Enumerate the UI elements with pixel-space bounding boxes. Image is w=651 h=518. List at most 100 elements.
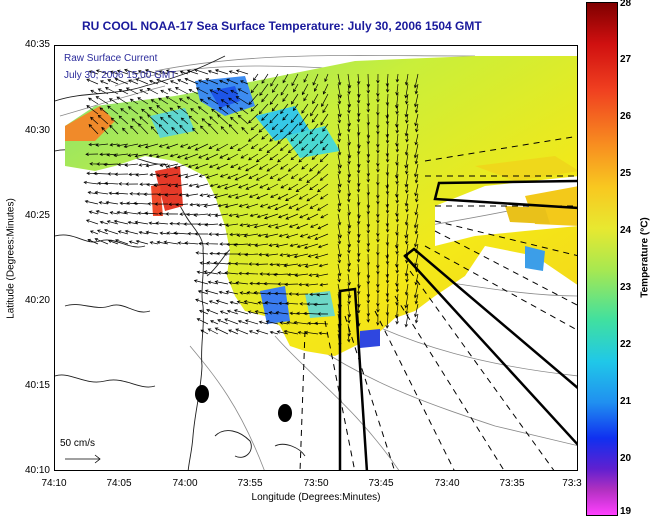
current-arrow bbox=[229, 143, 239, 149]
current-arrow bbox=[165, 96, 179, 105]
current-arrow bbox=[347, 113, 352, 127]
current-arrow bbox=[257, 301, 269, 305]
current-arrow bbox=[143, 192, 159, 197]
current-arrow bbox=[385, 133, 390, 144]
current-arrow bbox=[156, 78, 169, 85]
current-arrow bbox=[214, 280, 229, 285]
current-arrow bbox=[86, 171, 99, 176]
current-arrow bbox=[395, 143, 400, 153]
current-arrow bbox=[347, 313, 351, 324]
current-arrow bbox=[306, 173, 319, 184]
current-arrow bbox=[271, 83, 279, 93]
current-arrow bbox=[357, 263, 361, 276]
current-arrow bbox=[168, 202, 179, 207]
current-arrow bbox=[216, 183, 229, 189]
current-arrow bbox=[216, 163, 229, 170]
current-arrow bbox=[158, 70, 169, 75]
current-arrow bbox=[141, 108, 149, 115]
current-arrow bbox=[279, 143, 289, 151]
current-arrow bbox=[309, 163, 319, 172]
y-tick-label: 40:15 bbox=[24, 380, 50, 391]
current-arrow bbox=[233, 309, 249, 315]
current-arrow bbox=[169, 80, 179, 85]
current-arrow bbox=[289, 243, 299, 248]
current-arrow bbox=[274, 203, 289, 211]
current-arrow bbox=[404, 313, 409, 328]
current-arrow bbox=[376, 93, 380, 103]
current-arrow bbox=[311, 153, 319, 161]
current-arrow bbox=[166, 163, 179, 168]
current-arrow bbox=[317, 163, 329, 175]
current-arrow bbox=[87, 190, 99, 195]
current-arrow bbox=[269, 262, 279, 267]
current-arrow bbox=[298, 282, 309, 287]
current-arrow bbox=[395, 123, 399, 134]
current-arrow bbox=[347, 143, 352, 159]
current-arrow bbox=[86, 105, 99, 115]
current-arrow bbox=[179, 98, 189, 105]
current-arrow bbox=[99, 152, 109, 157]
current-arrow bbox=[189, 202, 199, 207]
sst-map bbox=[55, 55, 577, 470]
current-arrow bbox=[195, 163, 209, 170]
current-arrow bbox=[292, 103, 299, 112]
current-arrow bbox=[173, 231, 189, 235]
current-arrow bbox=[385, 293, 390, 303]
current-arrow bbox=[101, 126, 109, 135]
current-arrow bbox=[306, 213, 319, 220]
current-arrow bbox=[95, 143, 109, 147]
current-arrow bbox=[184, 153, 199, 160]
current-arrow bbox=[288, 203, 299, 209]
current-arrow bbox=[169, 153, 179, 158]
current-arrow bbox=[376, 233, 380, 243]
current-arrow bbox=[218, 290, 229, 295]
current-arrow bbox=[124, 229, 139, 235]
current-arrow bbox=[234, 261, 249, 266]
current-arrow bbox=[96, 162, 109, 166]
current-arrow bbox=[405, 233, 409, 245]
current-arrow bbox=[404, 83, 409, 99]
current-arrow bbox=[198, 173, 209, 178]
current-arrow bbox=[204, 289, 219, 295]
current-arrow bbox=[395, 223, 399, 236]
current-arrow bbox=[285, 233, 299, 239]
current-arrow bbox=[366, 73, 371, 88]
current-arrow bbox=[274, 223, 289, 229]
current-arrow bbox=[118, 88, 129, 95]
current-arrow bbox=[177, 105, 189, 115]
current-arrow bbox=[312, 93, 319, 105]
current-arrow bbox=[217, 319, 229, 325]
current-arrow bbox=[239, 291, 249, 295]
current-arrow bbox=[268, 243, 279, 247]
current-arrow bbox=[188, 88, 199, 95]
current-arrow bbox=[144, 211, 159, 215]
current-arrow bbox=[404, 193, 409, 207]
current-arrow bbox=[107, 79, 119, 85]
current-arrow bbox=[347, 83, 351, 95]
current-arrow bbox=[243, 300, 259, 305]
current-arrow bbox=[309, 183, 319, 191]
current-arrow bbox=[150, 126, 159, 135]
current-arrow bbox=[275, 243, 289, 248]
current-arrow bbox=[97, 88, 109, 95]
current-arrow bbox=[205, 173, 219, 179]
current-arrow bbox=[195, 87, 209, 95]
current-arrow bbox=[259, 183, 269, 189]
current-arrow bbox=[135, 78, 149, 85]
current-arrow bbox=[240, 153, 249, 159]
current-arrow bbox=[357, 313, 361, 327]
current-arrow bbox=[385, 313, 389, 329]
current-arrow bbox=[236, 300, 249, 305]
current-arrow bbox=[308, 273, 319, 277]
current-arrow bbox=[252, 73, 259, 82]
current-arrow bbox=[250, 103, 259, 112]
current-arrow bbox=[193, 279, 209, 285]
current-arrow bbox=[271, 103, 279, 112]
figure-title: RU COOL NOAA-17 Sea Surface Temperature:… bbox=[82, 19, 482, 33]
current-arrow bbox=[209, 116, 219, 125]
x-tick-label: 73:3 bbox=[562, 478, 582, 489]
current-arrow bbox=[85, 219, 99, 225]
current-arrow bbox=[337, 113, 341, 124]
current-arrow bbox=[306, 302, 319, 306]
current-arrow bbox=[226, 242, 239, 247]
